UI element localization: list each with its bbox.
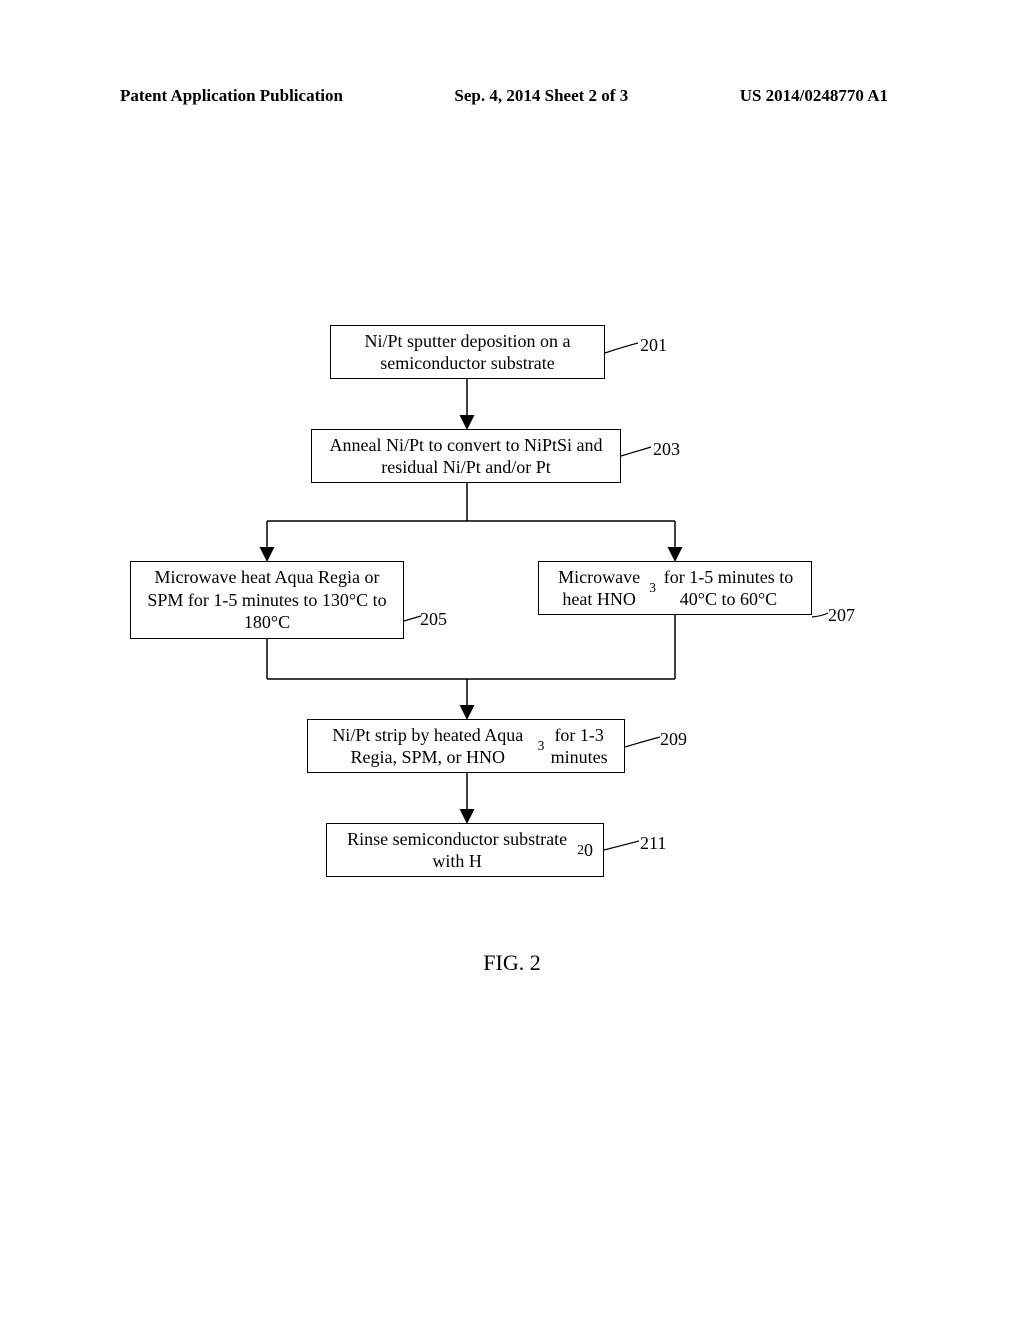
node-label-209: 209 [660, 729, 687, 750]
header-right: US 2014/0248770 A1 [740, 86, 888, 106]
flowchart-node-209: Ni/Pt strip by heated Aqua Regia, SPM, o… [307, 719, 625, 773]
page-header: Patent Application Publication Sep. 4, 2… [0, 86, 1024, 106]
flowchart-node-211: Rinse semiconductor substrate with H20 [326, 823, 604, 877]
header-center: Sep. 4, 2014 Sheet 2 of 3 [454, 86, 628, 106]
leader-curve-209 [625, 737, 660, 747]
leader-curve-205 [404, 616, 421, 621]
flowchart-node-201: Ni/Pt sputter deposition on a semiconduc… [330, 325, 605, 379]
header-left: Patent Application Publication [120, 86, 343, 106]
node-label-211: 211 [640, 833, 666, 854]
flowchart-node-207: Microwave heat HNO3 for 1-5 minutes to 4… [538, 561, 812, 615]
leader-curve-201 [605, 343, 638, 353]
node-label-205: 205 [420, 609, 447, 630]
node-label-203: 203 [653, 439, 680, 460]
node-label-201: 201 [640, 335, 667, 356]
node-label-207: 207 [828, 605, 855, 626]
leader-curve-207 [812, 613, 828, 617]
leader-curve-211 [604, 841, 639, 850]
flowchart-node-205: Microwave heat Aqua Regia or SPM for 1-5… [130, 561, 404, 639]
flowchart-node-203: Anneal Ni/Pt to convert to NiPtSi and re… [311, 429, 621, 483]
leader-curve-203 [621, 447, 651, 456]
figure-caption: FIG. 2 [0, 950, 1024, 976]
